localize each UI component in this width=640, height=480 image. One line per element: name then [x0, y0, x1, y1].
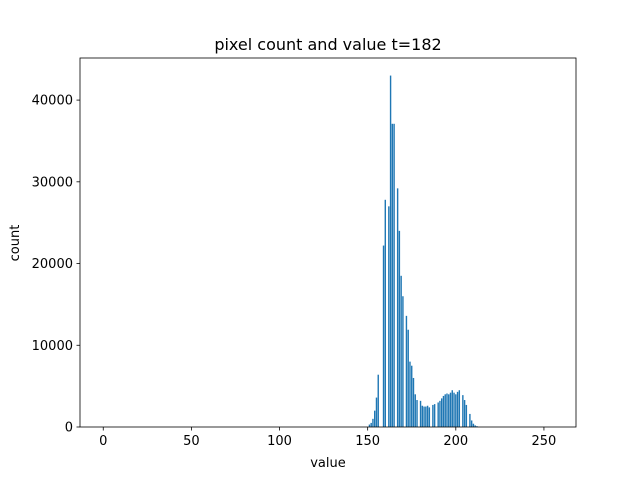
x-axis-label: value	[310, 456, 346, 471]
bar	[449, 392, 452, 427]
bar	[393, 123, 395, 427]
bar	[442, 395, 445, 427]
bar	[437, 402, 439, 427]
x-tick-label: 100	[267, 434, 292, 449]
bar	[428, 407, 431, 427]
bar	[421, 405, 424, 427]
bar	[448, 394, 450, 427]
bar	[368, 424, 371, 427]
bar	[469, 413, 471, 427]
bar	[375, 397, 378, 427]
bar	[456, 391, 459, 427]
bar	[470, 420, 473, 427]
bar	[446, 393, 448, 427]
bar	[451, 390, 453, 427]
x-tick-label: 250	[532, 434, 557, 449]
bar	[409, 361, 411, 427]
bar	[476, 426, 478, 427]
bar	[463, 400, 466, 427]
bar	[432, 404, 434, 427]
bar	[453, 392, 455, 427]
bar	[440, 398, 443, 427]
bar	[419, 400, 422, 427]
axes-frame	[79, 57, 577, 428]
bar	[414, 394, 416, 427]
bar	[426, 405, 429, 427]
x-tick-label: 150	[355, 434, 380, 449]
bar	[374, 410, 376, 427]
bar	[465, 404, 468, 427]
bar	[439, 400, 441, 427]
y-tick-label: 30000	[32, 175, 73, 190]
bar	[388, 206, 390, 427]
x-tick-label: 0	[99, 434, 107, 449]
chart-title: pixel count and value t=182	[214, 35, 441, 54]
bar	[382, 245, 385, 427]
x-tick-label: 200	[443, 434, 468, 449]
y-tick-label: 0	[65, 421, 73, 436]
bar	[411, 365, 413, 427]
bar	[396, 188, 399, 427]
bar	[458, 390, 461, 427]
bar	[472, 423, 475, 427]
bar	[400, 275, 402, 427]
bar	[425, 406, 427, 427]
bar	[398, 230, 401, 427]
bar	[372, 418, 374, 427]
y-tick-label: 10000	[32, 339, 73, 354]
bar	[405, 315, 408, 427]
bar	[391, 123, 394, 427]
y-tick-label: 20000	[32, 257, 73, 272]
bar	[416, 400, 418, 427]
bar	[423, 406, 425, 427]
bar	[455, 394, 457, 427]
bar	[370, 422, 372, 427]
bar	[407, 329, 409, 427]
x-tick-label: 50	[183, 434, 200, 449]
bar	[384, 199, 386, 427]
bar	[462, 395, 464, 427]
bar	[474, 425, 476, 427]
bar	[433, 404, 436, 427]
y-tick-label: 40000	[32, 94, 73, 109]
bar	[377, 374, 379, 427]
y-axis-label: count	[8, 225, 23, 262]
bar	[389, 75, 392, 428]
bar	[444, 394, 446, 427]
bar	[402, 296, 404, 427]
bar	[412, 377, 415, 427]
